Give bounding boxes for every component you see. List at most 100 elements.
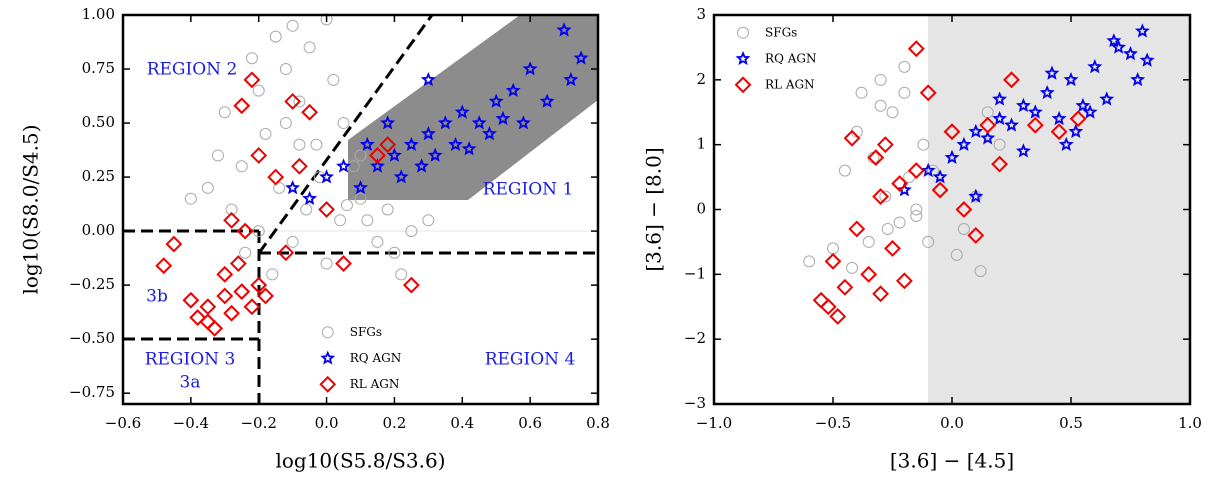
sfg-point	[827, 242, 839, 255]
rq-agn-point	[956, 136, 972, 152]
rq-agn-point	[1039, 84, 1055, 100]
rq-agn-point	[369, 158, 385, 173]
sfg-point	[201, 181, 214, 194]
y-tick-label: −2	[684, 329, 706, 347]
sfg-point	[838, 164, 851, 177]
rq-agn-point	[386, 147, 402, 162]
sfg-point	[327, 73, 340, 86]
agn-wedge	[348, 15, 598, 200]
legend-label: RL AGN	[765, 77, 815, 91]
rl-agn-point	[155, 257, 173, 275]
rq-agn-point	[454, 104, 470, 119]
rq-agn-point	[319, 169, 335, 184]
rl-agn-point	[967, 227, 985, 244]
sfg-point	[898, 86, 911, 99]
sfg-point	[405, 225, 418, 238]
sfg-point	[245, 52, 258, 65]
sfg-point	[269, 30, 282, 43]
rq-agn-point	[359, 136, 375, 152]
rl-agn-point	[829, 308, 847, 325]
rl-agn-point	[895, 272, 913, 290]
x-tick-label: −0.2	[240, 414, 276, 432]
sfg-point	[893, 216, 906, 229]
sfg-point	[354, 192, 367, 205]
sfg-point	[879, 190, 892, 203]
y-tick-label: 1.00	[82, 5, 115, 23]
sfg-point	[279, 63, 292, 76]
rl-agn-point	[907, 162, 925, 180]
rl-agn-point	[812, 291, 830, 309]
sfg-point	[388, 246, 401, 259]
annotation: REGION 1	[483, 180, 574, 200]
rl-agn-point	[931, 181, 949, 199]
rq-agn-point	[495, 110, 511, 126]
sfg-point	[926, 164, 939, 177]
sfg-point	[934, 184, 947, 197]
sfg-point	[273, 181, 286, 194]
x-tick-label: 0.4	[450, 414, 474, 432]
rq-agn-point	[302, 190, 318, 206]
annotation: REGION 2	[147, 60, 238, 80]
rq-agn-point	[380, 115, 396, 130]
sfg-point	[917, 138, 930, 151]
y-tick-label: 0.00	[82, 221, 115, 239]
x-tick-label: −0.4	[173, 414, 209, 432]
rq-agn-point	[980, 130, 996, 145]
rl-agn-point	[379, 136, 397, 154]
legend: SFGs RQ AGN RL AGN	[734, 25, 816, 94]
x-tick-label: 0.2	[382, 414, 406, 432]
annotation: 3b	[146, 287, 168, 307]
sfg-point	[922, 235, 935, 248]
rl-agn-point	[991, 155, 1009, 173]
y-axis-label: [3.6] − [8.0]	[642, 147, 666, 271]
rq-agn-point	[481, 126, 497, 141]
rl-agn-point	[277, 244, 295, 262]
rq-agn-point	[1082, 104, 1098, 119]
y-tick-label: −0.25	[69, 275, 115, 293]
rl-agn-point	[318, 201, 335, 218]
x-tick-label: −0.5	[815, 414, 851, 432]
legend-marker	[735, 50, 751, 66]
rq-agn-point	[896, 182, 912, 197]
sfg-point	[910, 203, 923, 216]
sfg-point	[846, 261, 859, 274]
rl-agn-point	[1003, 71, 1020, 89]
x-axis-label: log10(S5.8/S3.6)	[275, 449, 445, 473]
rl-agn-point	[872, 188, 890, 205]
rl-agn-point	[236, 222, 254, 240]
sfg-point	[259, 127, 272, 140]
legend-marker	[321, 326, 334, 339]
rl-agn-point	[216, 287, 234, 305]
rq-agn-point	[448, 136, 463, 152]
rl-agn-point	[402, 276, 420, 294]
sfg-point	[874, 73, 887, 86]
rq-agn-point	[1063, 71, 1079, 87]
rl-agn-point	[848, 220, 866, 238]
y-tick-label: 1	[696, 135, 706, 153]
rq-agn-point	[1044, 65, 1060, 80]
x-tick-label: 0.5	[1059, 414, 1083, 432]
rq-agn-point	[1106, 33, 1122, 48]
sfg-point	[239, 246, 252, 259]
rq-agn-point	[992, 91, 1008, 106]
sfg-point	[803, 255, 816, 268]
sfg-point	[300, 203, 313, 216]
rq-agn-point	[1087, 59, 1103, 74]
y-tick-label: 2	[696, 70, 706, 88]
sfg-point	[395, 268, 408, 281]
rq-agn-point	[1058, 136, 1074, 152]
rl-agn-point	[182, 291, 200, 309]
sfg-point	[279, 117, 292, 130]
rq-agn-point	[563, 71, 579, 87]
x-tick-label: 0.0	[940, 414, 964, 432]
legend-label: RQ AGN	[350, 351, 401, 365]
rq-agn-point	[353, 180, 368, 195]
sfg-point	[303, 41, 316, 54]
legend-marker	[734, 76, 752, 94]
rl-agn-point	[867, 149, 885, 167]
rq-agn-point	[285, 180, 301, 195]
rl-agn-point	[943, 123, 961, 141]
sfg-point	[371, 235, 384, 248]
boundary-line	[257, 14, 434, 254]
